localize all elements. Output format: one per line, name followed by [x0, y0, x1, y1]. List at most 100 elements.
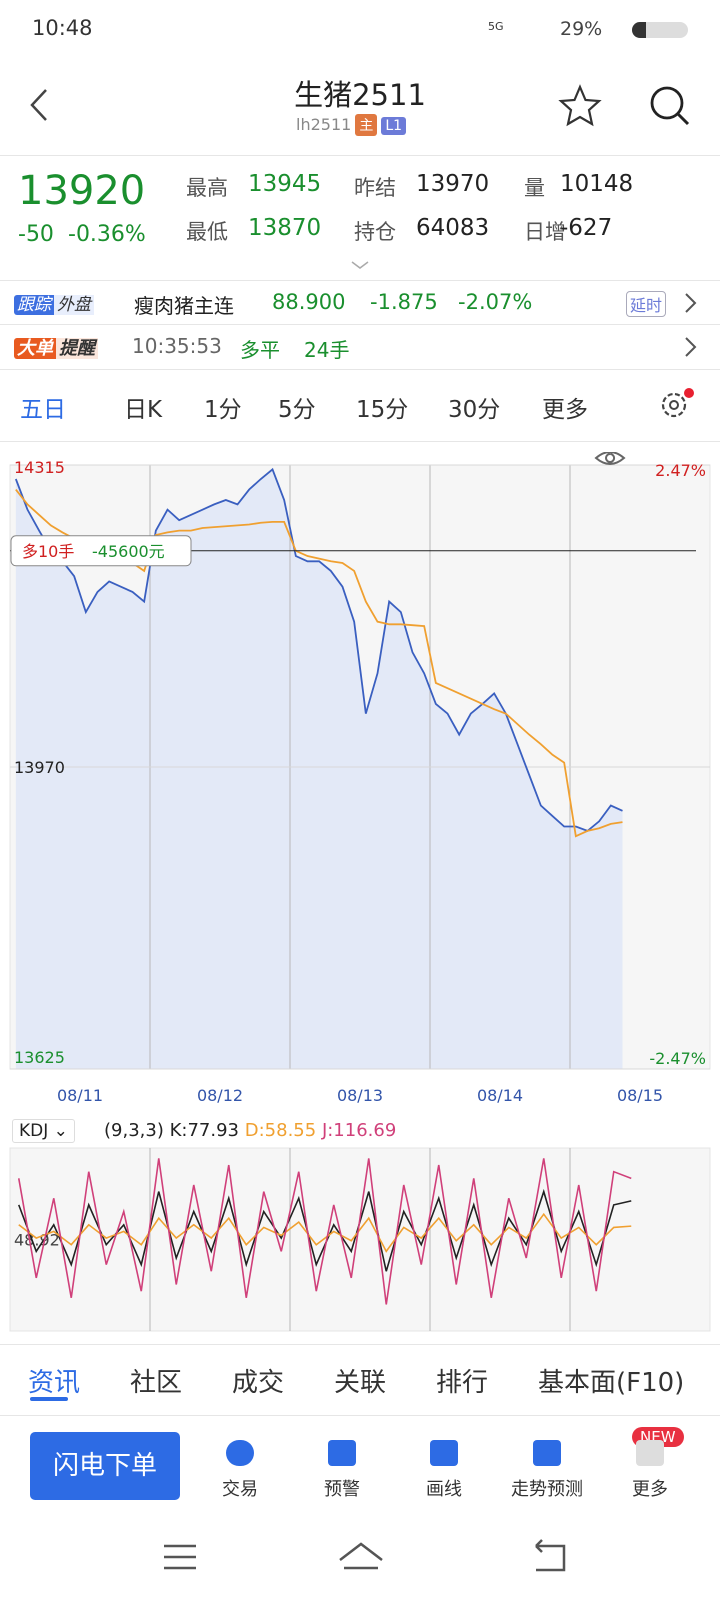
stat-label: 最低 — [186, 220, 228, 244]
x-tick-label: 08/11 — [57, 1086, 103, 1105]
position-box — [10, 535, 192, 567]
stat-label: 日增 — [524, 220, 566, 244]
x-tick-label: 08/13 — [337, 1086, 383, 1105]
header-code: lh2511 主 L1 — [296, 114, 407, 136]
contract-code: lh2511 — [296, 115, 352, 134]
chart-area: 13625 13970 14315 08/11 08/12 08/13 08/14 08/15… — [9, 452, 711, 1332]
toolbar-icon — [226, 1440, 254, 1466]
badge-part: 大单 — [14, 338, 56, 359]
bottom-tab[interactable]: 资讯 — [28, 1368, 81, 1398]
level-badge: L1 — [381, 117, 407, 135]
x-tick-label: 08/12 — [197, 1086, 243, 1105]
stat-label: 持仓 — [354, 220, 396, 244]
badge-part: 跟踪 — [14, 295, 54, 315]
series-line — [14, 467, 623, 832]
y-tick-label: 13970 — [14, 758, 65, 777]
status-network: 5G — [488, 20, 504, 33]
toolbar-item[interactable]: 交易 — [222, 1479, 258, 1500]
y-tick-label: 48.92 — [14, 1231, 60, 1250]
main-badge: 主 — [355, 114, 378, 136]
tracking-badge: 跟踪 外盘 — [14, 290, 94, 315]
price-change-pct: -0.36% — [68, 222, 146, 247]
last-price: 13920 — [18, 168, 146, 214]
tracking-change: -1.875 — [370, 290, 438, 314]
tracking-name: 瘦肉猪主连 — [134, 294, 234, 318]
toolbar-icon — [328, 1440, 356, 1466]
bottom-tab[interactable]: 社区 — [130, 1368, 183, 1398]
home-key[interactable] — [339, 1542, 383, 1570]
alert-badge: 大单 提醒 — [14, 334, 98, 360]
tracking-change-pct: -2.07% — [458, 290, 533, 314]
position-pnl: -45600元 — [92, 542, 165, 561]
y2-tick-label: -2.47% — [649, 1049, 706, 1068]
price-change: -50 — [18, 222, 54, 247]
stat-value: -627 — [560, 215, 613, 241]
favorite-button[interactable] — [558, 84, 602, 128]
status-battery: 29% — [560, 18, 603, 40]
alert-time: 10:35:53 — [132, 334, 222, 358]
search-button[interactable] — [648, 84, 692, 128]
settings-button[interactable] — [656, 388, 696, 422]
plot-background — [9, 1147, 711, 1332]
toolbar-item[interactable]: 更多 — [632, 1479, 668, 1500]
x-tick-label: 08/14 — [477, 1086, 523, 1105]
bottom-tab[interactable]: 关联 — [334, 1368, 387, 1398]
price-area — [15, 469, 623, 1069]
kdj-d: D:58.55 — [244, 1120, 317, 1141]
chevron[interactable] — [684, 336, 698, 358]
back-key[interactable] — [535, 1539, 566, 1572]
indicator-name: KDJ — [19, 1121, 49, 1141]
quick-order-button[interactable]: 闪电下单 — [30, 1432, 180, 1500]
y2-tick-label: 2.47% — [655, 461, 706, 480]
toolbar-icon — [636, 1440, 664, 1466]
stat-label: 昨结 — [354, 176, 396, 200]
series-line — [18, 1212, 632, 1253]
series-line — [17, 1158, 632, 1305]
back-button[interactable] — [28, 88, 52, 122]
toolbar-icon — [430, 1440, 458, 1466]
stat-value: 13970 — [416, 171, 490, 197]
toolbar-item[interactable]: 走势预测 — [511, 1479, 583, 1500]
period-tab[interactable]: 日K — [124, 397, 163, 423]
tab-indicator — [30, 1397, 68, 1401]
bottom-tab[interactable]: 基本面(F10) — [538, 1368, 685, 1398]
period-tab[interactable]: 五日 — [20, 397, 66, 423]
stat-value: 13945 — [248, 171, 322, 197]
stat-value: 10148 — [560, 171, 634, 197]
period-tab[interactable]: 更多 — [542, 397, 588, 423]
delay-tag: 延时 — [626, 291, 667, 317]
period-tab[interactable]: 30分 — [448, 397, 501, 423]
alert-direction: 多平 — [240, 338, 280, 362]
battery-icon — [632, 22, 688, 38]
stat-label: 量 — [524, 176, 545, 200]
nav-bar — [164, 1539, 566, 1572]
header-title: 生猪2511 — [294, 78, 426, 112]
eye-icon — [594, 452, 626, 465]
x-tick-label: 08/15 — [617, 1086, 663, 1105]
bottom-tab[interactable]: 成交 — [232, 1368, 285, 1398]
position-label: 多10手 — [22, 542, 74, 561]
menu-key[interactable] — [164, 1544, 196, 1570]
stat-label: 最高 — [186, 176, 228, 200]
y-tick-label: 13625 — [14, 1048, 65, 1067]
toolbar-item[interactable]: 预警 — [324, 1479, 360, 1500]
stat-value: 13870 — [248, 215, 322, 241]
toolbar-icon — [533, 1440, 561, 1466]
alert-volume: 24手 — [304, 338, 350, 362]
kdj-j: J:116.69 — [321, 1120, 397, 1141]
period-tab[interactable]: 5分 — [278, 397, 316, 423]
status-time: 10:48 — [32, 16, 93, 40]
indicator-select[interactable]: KDJ ⌄ — [12, 1119, 75, 1143]
y-tick-label: 14315 — [14, 458, 65, 477]
bottom-tab[interactable]: 排行 — [436, 1368, 489, 1398]
expand-arrow[interactable] — [350, 260, 370, 270]
kdj-k: K:77.93 — [169, 1120, 239, 1141]
tracking-price: 88.900 — [272, 290, 346, 314]
stat-value: 64083 — [416, 215, 490, 241]
kdj-header: (9,3,3) K:77.93 D:58.55 J:116.69 — [104, 1120, 396, 1141]
period-tab[interactable]: 15分 — [356, 397, 409, 423]
period-tab[interactable]: 1分 — [204, 397, 242, 423]
chevron[interactable] — [684, 292, 698, 314]
toolbar-item[interactable]: 画线 — [426, 1479, 462, 1500]
